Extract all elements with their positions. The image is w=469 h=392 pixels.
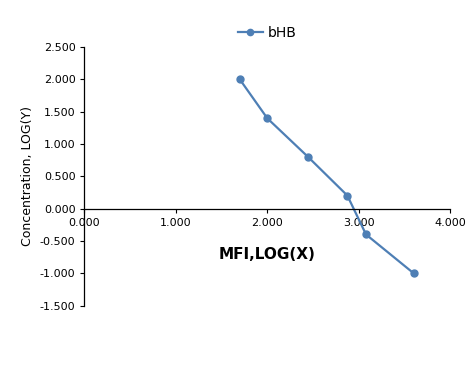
bHB xyxy=(305,155,311,160)
Line: bHB: bHB xyxy=(236,76,417,277)
Y-axis label: Concentration, LOG(Y): Concentration, LOG(Y) xyxy=(21,106,34,247)
bHB xyxy=(345,193,350,198)
bHB xyxy=(363,232,369,237)
bHB xyxy=(411,271,416,276)
Legend: bHB: bHB xyxy=(232,20,303,45)
bHB xyxy=(237,77,242,82)
X-axis label: MFI,LOG(X): MFI,LOG(X) xyxy=(219,247,316,262)
bHB xyxy=(265,116,270,121)
